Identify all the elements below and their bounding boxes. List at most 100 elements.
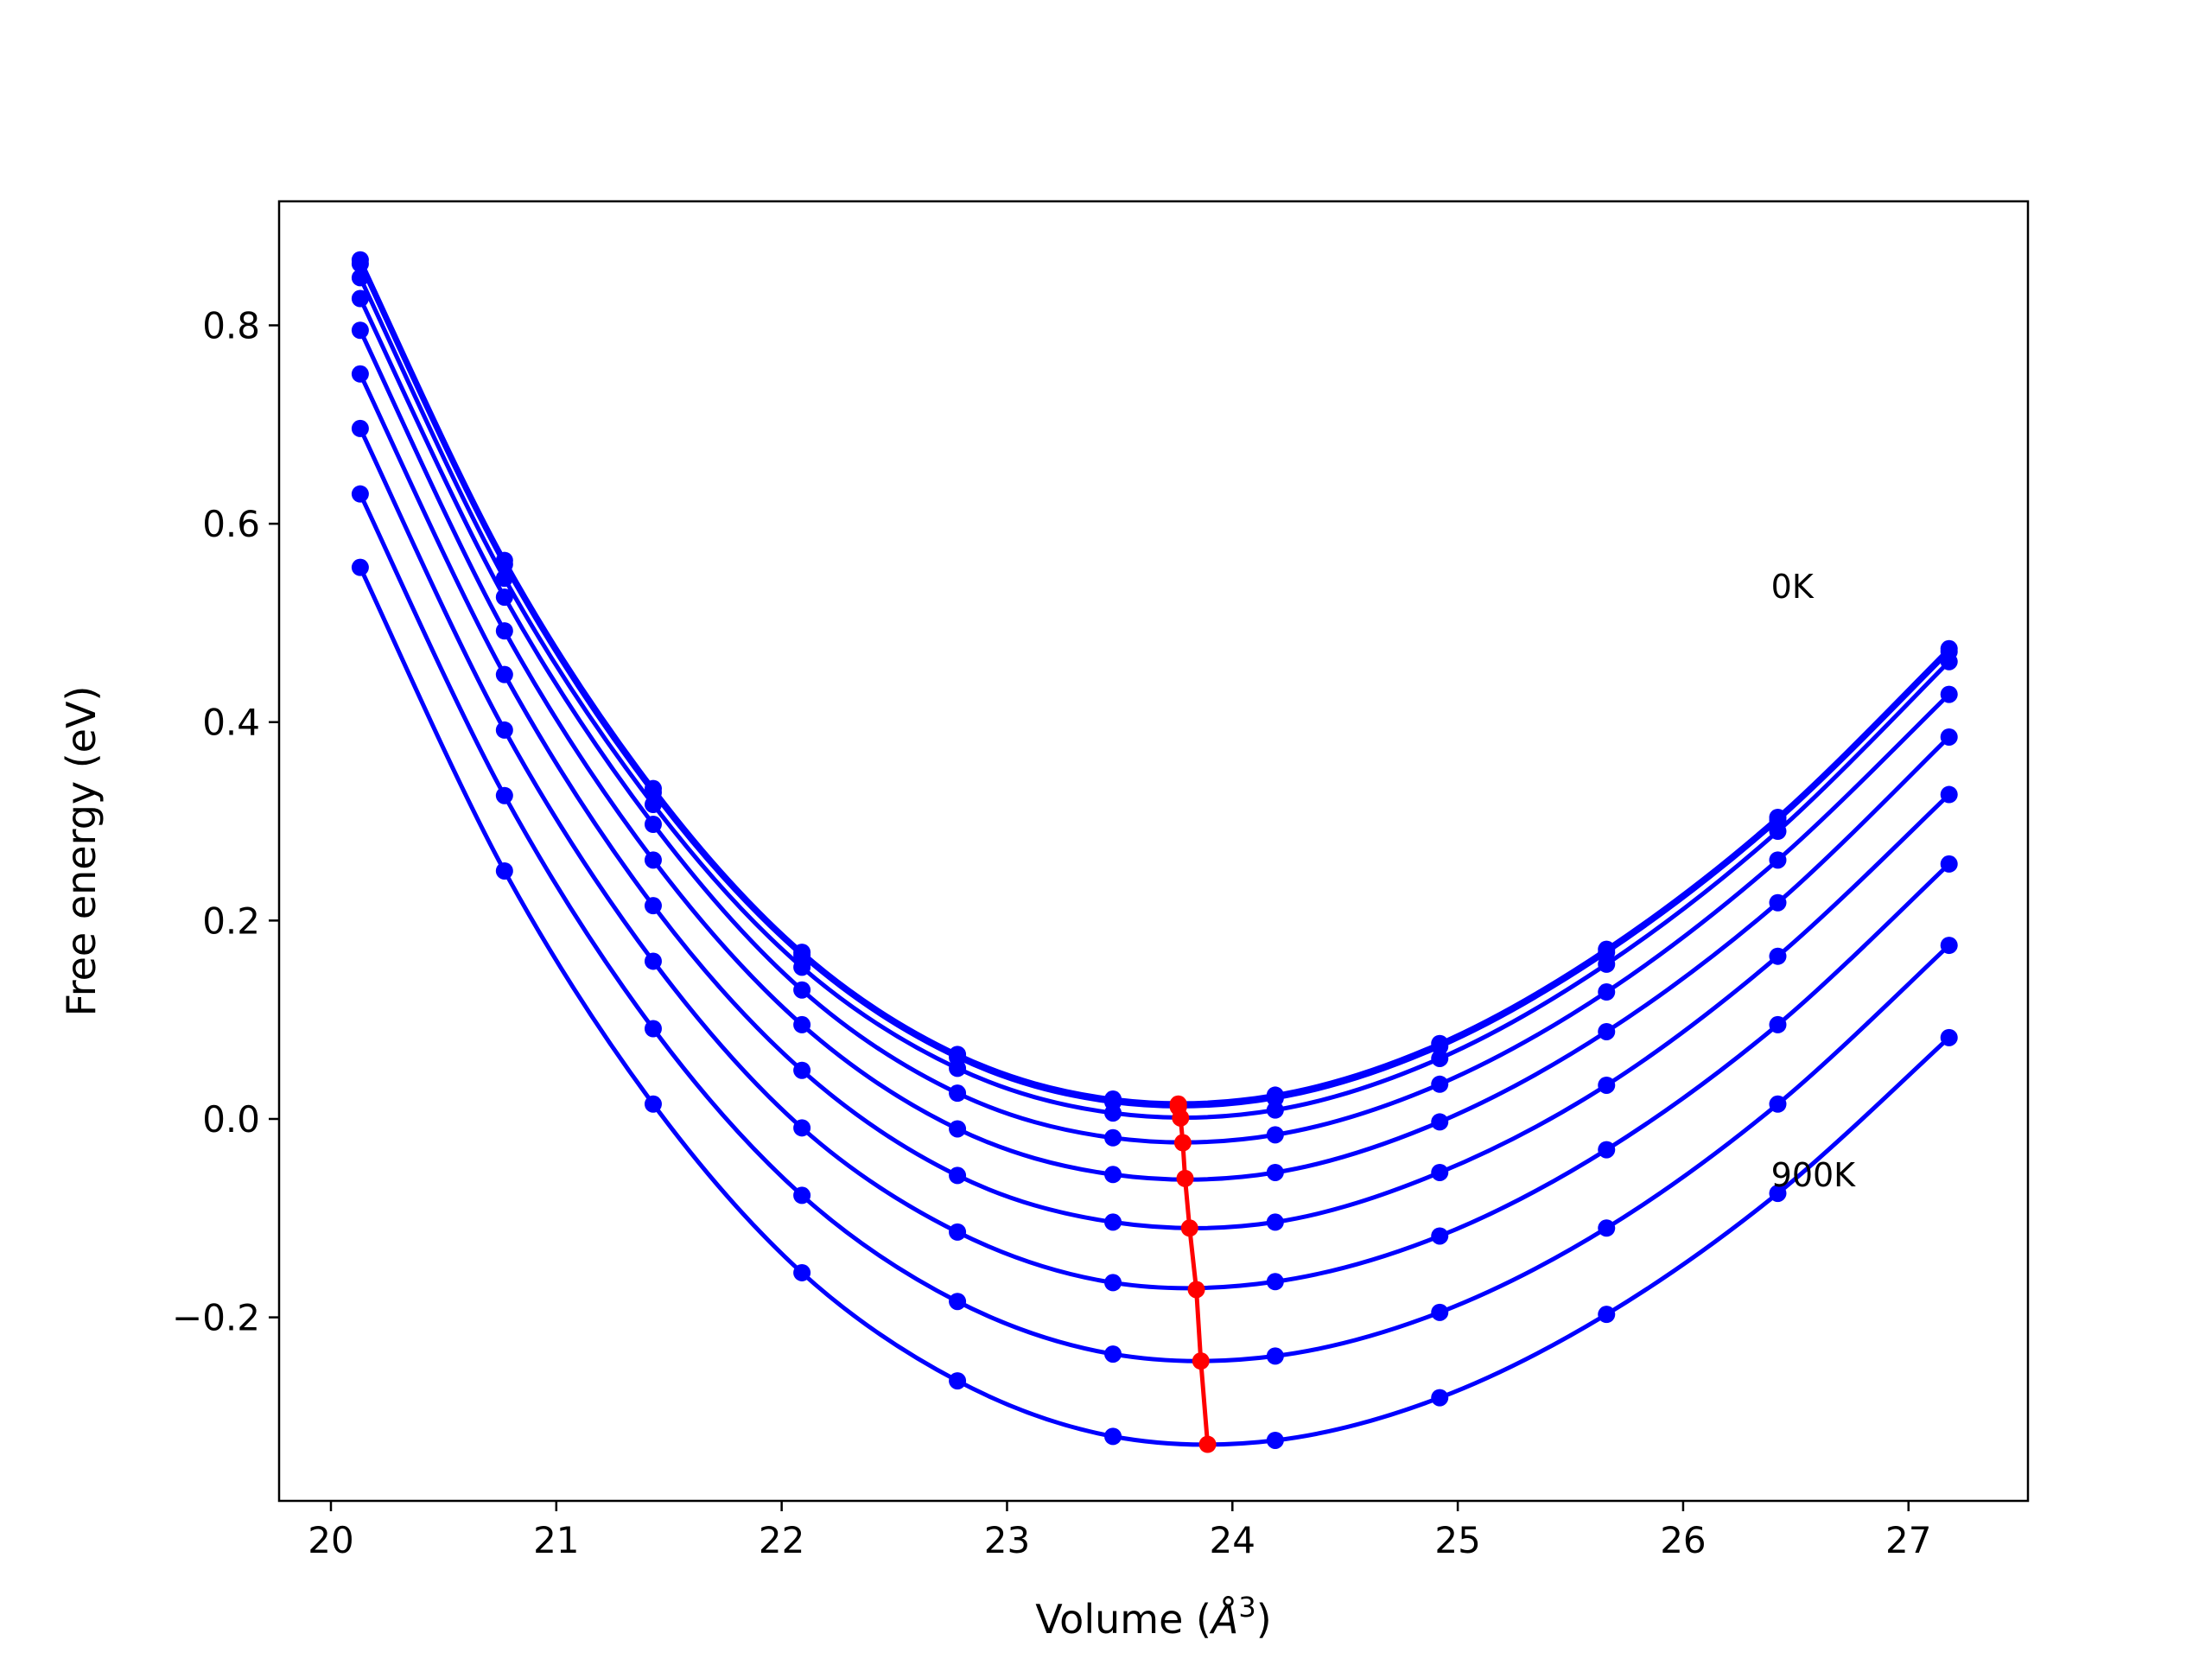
data-point-300K-0 [351, 289, 369, 308]
data-point-400K-4 [949, 1120, 967, 1138]
data-point-400K-8 [1598, 1022, 1616, 1040]
data-point-100K-6 [1266, 1089, 1284, 1107]
x-tick-label-25: 25 [1434, 1519, 1480, 1561]
data-point-400K-2 [644, 851, 662, 869]
data-point-300K-1 [495, 588, 513, 607]
data-point-200K-10 [1940, 652, 1958, 671]
data-point-100K-3 [793, 946, 811, 964]
data-point-100K-8 [1598, 944, 1616, 962]
data-point-500K-3 [793, 1061, 811, 1079]
data-point-600K-8 [1598, 1141, 1616, 1159]
data-point-500K-1 [495, 665, 513, 683]
data-point-500K-4 [949, 1166, 967, 1185]
x-tick-label-21: 21 [533, 1519, 579, 1561]
data-point-700K-0 [351, 485, 369, 503]
data-point-200K-0 [351, 269, 369, 287]
data-point-500K-0 [351, 365, 369, 383]
data-point-700K-5 [1104, 1345, 1122, 1363]
series-line-900K [358, 566, 1951, 1447]
data-point-500K-9 [1769, 947, 1787, 965]
data-point-600K-5 [1104, 1274, 1122, 1292]
y-axis-label: Free energy (eV) [58, 686, 105, 1017]
data-point-300K-9 [1769, 851, 1787, 869]
minima-point-2 [1172, 1109, 1190, 1127]
minima-point-3 [1173, 1134, 1192, 1152]
data-point-400K-9 [1769, 893, 1787, 912]
series-line-100K [358, 263, 1951, 1109]
data-point-900K-10 [1940, 1028, 1958, 1046]
data-point-300K-8 [1598, 983, 1616, 1001]
x-tick-label-22: 22 [759, 1519, 804, 1561]
x-tick-label-20: 20 [308, 1519, 353, 1561]
data-point-900K-6 [1266, 1431, 1284, 1449]
data-point-300K-4 [949, 1084, 967, 1103]
data-point-900K-8 [1598, 1306, 1616, 1324]
data-point-700K-6 [1266, 1347, 1284, 1365]
data-point-300K-6 [1266, 1126, 1284, 1144]
series-line-200K [358, 276, 1951, 1120]
data-point-200K-7 [1431, 1049, 1449, 1067]
data-point-900K-9 [1769, 1185, 1787, 1203]
series-line-600K [358, 427, 1951, 1291]
data-point-900K-4 [949, 1372, 967, 1390]
data-point-700K-8 [1598, 1219, 1616, 1237]
y-tick-label-0.4: 0.4 [202, 702, 260, 744]
x-tick-label-27: 27 [1885, 1519, 1931, 1561]
data-point-300K-5 [1104, 1128, 1122, 1147]
data-point-700K-2 [644, 1020, 662, 1038]
data-point-100K-7 [1431, 1038, 1449, 1056]
data-point-900K-1 [495, 861, 513, 880]
data-point-700K-1 [495, 786, 513, 804]
data-point-200K-1 [495, 569, 513, 588]
data-point-600K-3 [793, 1119, 811, 1137]
annotations: 0K 900K [1771, 568, 1857, 1194]
series-line-500K [358, 372, 1951, 1230]
minima-line [1169, 1095, 1217, 1453]
minima-point-4 [1176, 1169, 1194, 1187]
data-point-400K-5 [1104, 1166, 1122, 1184]
data-point-900K-5 [1104, 1427, 1122, 1446]
x-tick-label-23: 23 [984, 1519, 1030, 1561]
data-point-600K-2 [644, 952, 662, 970]
series-curves [358, 258, 1951, 1447]
data-point-600K-9 [1769, 1015, 1787, 1033]
data-point-400K-7 [1431, 1113, 1449, 1131]
x-axis-label: Volume (Å3) [1035, 1591, 1271, 1643]
y-tick-label-0.2: 0.2 [202, 899, 260, 942]
data-point-200K-2 [644, 796, 662, 814]
annotation-900K: 900K [1771, 1156, 1857, 1194]
data-point-600K-4 [949, 1223, 967, 1241]
data-point-700K-3 [793, 1186, 811, 1205]
minima-point-6 [1187, 1281, 1205, 1299]
data-point-400K-3 [793, 1015, 811, 1033]
x-axis-ticks: 20 21 22 23 24 25 26 27 [308, 1501, 1931, 1561]
data-point-100K-0 [351, 255, 369, 273]
data-point-500K-2 [644, 897, 662, 915]
data-point-400K-1 [495, 622, 513, 640]
data-point-300K-7 [1431, 1075, 1449, 1093]
data-point-200K-3 [793, 958, 811, 976]
series-line-400K [358, 329, 1951, 1182]
data-point-300K-10 [1940, 685, 1958, 703]
data-point-600K-0 [351, 419, 369, 437]
data-point-500K-5 [1104, 1213, 1122, 1231]
y-tick-label-0.0: 0.0 [202, 1098, 260, 1141]
data-point-400K-0 [351, 321, 369, 340]
data-point-900K-0 [351, 558, 369, 576]
y-tick-label-0.6: 0.6 [202, 503, 260, 545]
data-point-700K-10 [1940, 937, 1958, 955]
data-point-600K-10 [1940, 855, 1958, 873]
data-point-200K-4 [949, 1059, 967, 1077]
data-point-200K-9 [1769, 823, 1787, 841]
data-point-300K-3 [793, 981, 811, 999]
data-point-600K-7 [1431, 1227, 1449, 1245]
data-point-600K-1 [495, 721, 513, 739]
minima-point-5 [1180, 1219, 1198, 1237]
x-tick-label-26: 26 [1660, 1519, 1706, 1561]
data-point-600K-6 [1266, 1273, 1284, 1291]
y-axis-ticks: −0.2 0.0 0.2 0.4 0.6 0.8 [172, 305, 279, 1339]
data-point-900K-3 [793, 1263, 811, 1281]
annotation-0K: 0K [1771, 568, 1815, 606]
